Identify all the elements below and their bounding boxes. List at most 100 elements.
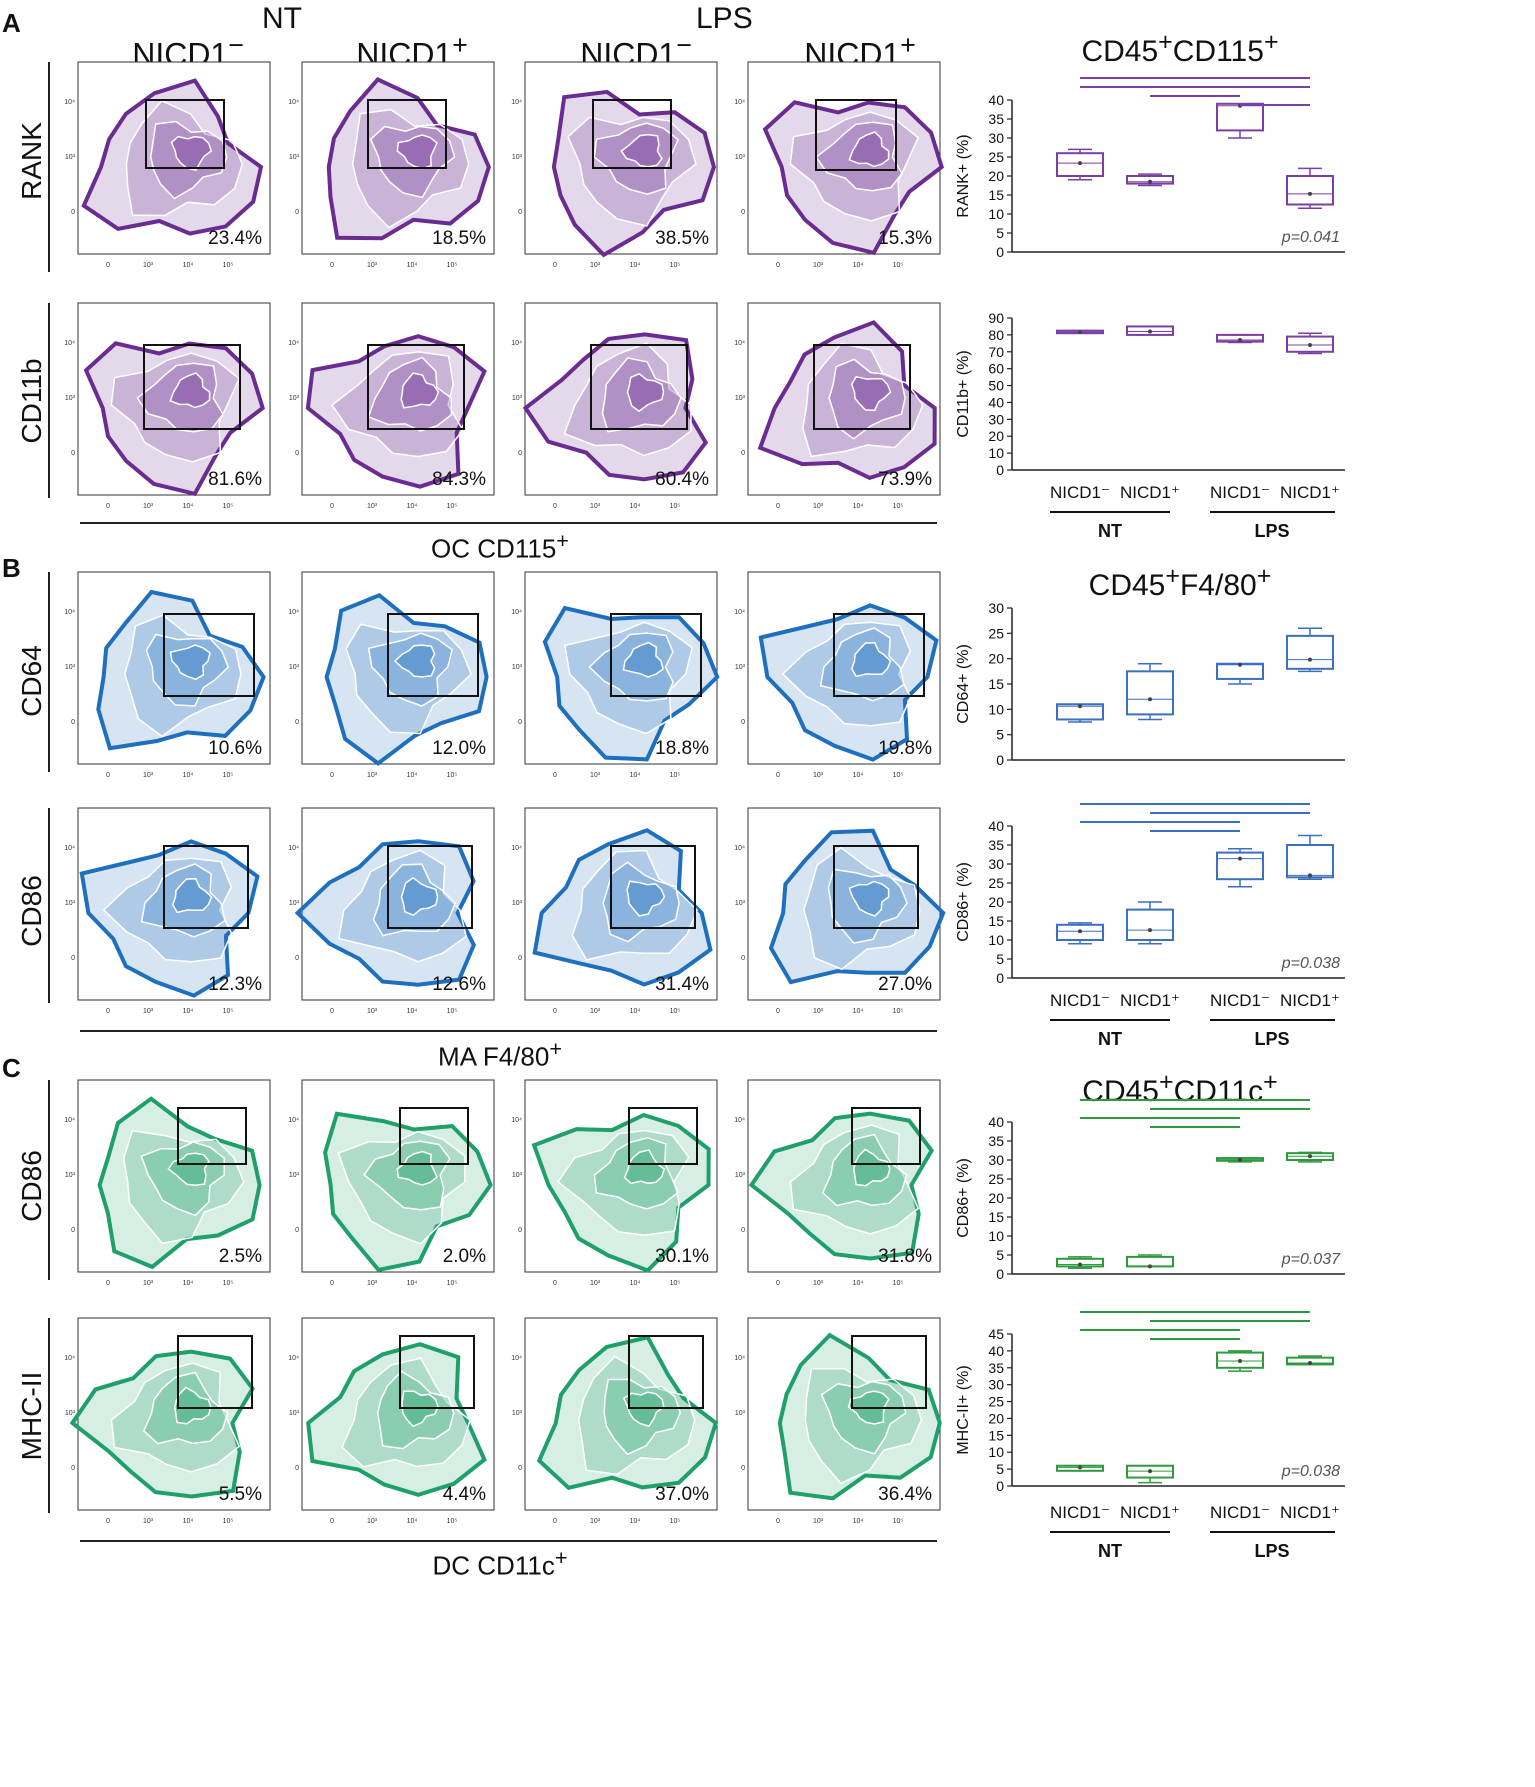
flow-xtick-0-0-3-1: 10³ [813, 262, 824, 269]
chart-3-ytick-label-8: 40 [988, 818, 1004, 834]
chart-1-ytick-label-0: 0 [996, 462, 1004, 478]
flow-xtick-2-0-3-3: 10⁵ [893, 1280, 904, 1287]
flow-contour-2-2-0-2 [593, 1137, 680, 1210]
chart-group-label-nt-2: NT [1098, 1541, 1122, 1561]
flow-xtick-1-1-3-0: 0 [776, 1008, 780, 1015]
flow-xtick-1-0-1-1: 10³ [367, 772, 378, 779]
chart-0-median-dot-0 [1078, 161, 1082, 166]
flow-contour-3-2-1-0 [174, 1386, 212, 1425]
flow-xtick-0-1-0-0: 0 [106, 503, 110, 510]
flow-population-outer-0-0-0 [81, 78, 264, 236]
flow-gate-percent-1-0-1: 12.0% [432, 738, 486, 759]
flow-gate-percent-2-0-0: 2.5% [219, 1246, 262, 1267]
flow-xtick-0-0-3-2: 10⁴ [853, 262, 864, 269]
flow-gate-percent-1-0-2: 18.8% [655, 738, 709, 759]
chart-5-ytick-label-9: 45 [988, 1326, 1004, 1342]
flow-contour-2-0-1-3 [828, 358, 906, 440]
flow-population-outer-1-0-1 [324, 593, 489, 766]
flow-xtick-2-1-2-0: 0 [553, 1518, 557, 1525]
flow-ytick-0-1-1-0: 0 [295, 450, 299, 457]
flow-xtick-2-0-0-0: 0 [106, 1280, 110, 1287]
flow-population-outer-2-0-0 [97, 1096, 262, 1270]
flow-xtick-2-1-1-2: 10⁴ [407, 1518, 418, 1525]
flow-plot-frame-2-0-2 [524, 1079, 718, 1273]
flow-contour-1-0-0-3 [789, 111, 920, 222]
flow-xtick-1-0-1-2: 10⁴ [407, 772, 418, 779]
chart-2-median-dot-3 [1308, 657, 1312, 662]
flow-ytick-0-0-0-0: 0 [71, 209, 75, 216]
group-lps-header: LPS [696, 2, 753, 35]
flow-gate-percent-2-1-2: 37.0% [655, 1484, 709, 1505]
flow-xtick-2-0-0-1: 10³ [143, 1280, 154, 1287]
flow-ytick-1-1-1-0: 0 [295, 955, 299, 962]
chart-3-ytick-label-7: 35 [988, 837, 1004, 853]
flow-xtick-2-0-1-3: 10⁵ [447, 1280, 458, 1287]
chart-category-label-0-0: NICD1⁻ [1050, 483, 1110, 502]
flow-gate-0-0-3 [815, 99, 897, 171]
chart-1-median-dot-1 [1148, 329, 1152, 334]
flow-contour-3-0-0-2 [620, 133, 663, 168]
chart-1-ytick-label-1: 10 [988, 445, 1004, 461]
chart-3-box-0 [1056, 923, 1104, 941]
row-bar-cd86-ma [48, 808, 50, 1003]
flow-xtick-0-0-2-0: 0 [553, 262, 557, 269]
flow-plot-frame-1-0-2 [524, 571, 718, 765]
flow-gate-0-1-2 [590, 344, 688, 430]
flow-xtick-0-1-0-3: 10⁵ [223, 503, 234, 510]
chart-3-ytick-label-3: 15 [988, 913, 1004, 929]
flow-contour-1-2-1-1 [341, 1357, 471, 1468]
chart-3-median-dot-1 [1148, 928, 1152, 933]
flow-gate-percent-1-0-0: 10.6% [208, 738, 262, 759]
flow-xtick-0-1-0-2: 10⁴ [183, 503, 194, 510]
flow-contour-2-0-1-1 [367, 356, 453, 432]
chart-2-ytick-label-1: 5 [996, 727, 1004, 743]
chart-group-label-lps-0: LPS [1254, 521, 1289, 541]
flow-contour-2-2-0-3 [821, 1133, 908, 1207]
chart-5-box-2 [1216, 1351, 1264, 1369]
flow-ytick-1-0-1-0: 0 [295, 719, 299, 726]
chart-5-median-dot-3 [1308, 1361, 1312, 1366]
chart-5-ytick-label-0: 0 [996, 1478, 1004, 1494]
flow-contour-1-0-0-2 [567, 116, 697, 227]
chart-3-median-dot-0 [1078, 929, 1082, 934]
flow-ytick-2-1-0-2: 10⁴ [64, 1355, 75, 1362]
flow-contour-2-1-0-1 [367, 632, 453, 707]
flow-ytick-2-1-1-0: 0 [295, 1465, 299, 1472]
flow-ytick-1-1-3-2: 10⁴ [734, 845, 745, 852]
chart-4-ytick-label-4: 20 [988, 1190, 1004, 1206]
flow-contour-3-1-1-1 [400, 876, 439, 917]
flow-contour-1-1-1-1 [337, 849, 468, 963]
flow-plot-frame-0-1-2 [524, 302, 718, 496]
chart-5-ytick-label-6: 30 [988, 1377, 1004, 1393]
flow-contour-1-1-0-1 [345, 623, 472, 735]
flow-xtick-0-0-0-3: 10⁵ [223, 262, 234, 269]
flow-xtick-0-1-2-3: 10⁵ [670, 503, 681, 510]
flow-xtick-1-0-3-0: 0 [776, 772, 780, 779]
flow-gate-2-1-3 [851, 1335, 927, 1409]
chart-1-ytick-label-9: 90 [988, 310, 1004, 326]
flow-ytick-0-0-2-1: 10³ [512, 154, 523, 161]
flow-contour-3-2-0-1 [396, 1150, 438, 1186]
flow-gate-1-0-0 [163, 613, 255, 697]
flow-ytick-0-0-0-2: 10⁴ [64, 99, 75, 106]
flow-xtick-0-1-3-0: 0 [776, 503, 780, 510]
flow-ytick-0-0-2-2: 10⁴ [511, 99, 522, 106]
flow-contour-3-1-1-0 [171, 877, 213, 914]
flow-xtick-1-1-2-1: 10³ [590, 1008, 601, 1015]
flow-ytick-0-1-0-1: 10³ [65, 395, 76, 402]
chart-title-c: CD45+CD11c+ [1082, 1068, 1278, 1108]
flow-ytick-2-1-0-0: 0 [71, 1465, 75, 1472]
flow-xtick-2-1-0-2: 10⁴ [183, 1518, 194, 1525]
chart-3-box-2 [1216, 851, 1264, 881]
flow-xtick-2-0-0-3: 10⁵ [223, 1280, 234, 1287]
flow-ytick-0-1-1-2: 10⁴ [288, 340, 299, 347]
chart-4-ytick-label-6: 30 [988, 1152, 1004, 1168]
flow-ytick-2-0-2-1: 10³ [512, 1172, 523, 1179]
flow-ytick-1-0-1-1: 10³ [289, 664, 300, 671]
chart-2-ytick-label-3: 15 [988, 676, 1004, 692]
flow-xtick-1-1-2-0: 0 [553, 1008, 557, 1015]
chart-category-label-0-1: NICD1⁺ [1120, 483, 1180, 502]
flow-contour-1-1-1-2 [571, 849, 698, 961]
flow-xtick-1-1-1-2: 10⁴ [407, 1008, 418, 1015]
chart-3-median-dot-3 [1308, 873, 1312, 878]
